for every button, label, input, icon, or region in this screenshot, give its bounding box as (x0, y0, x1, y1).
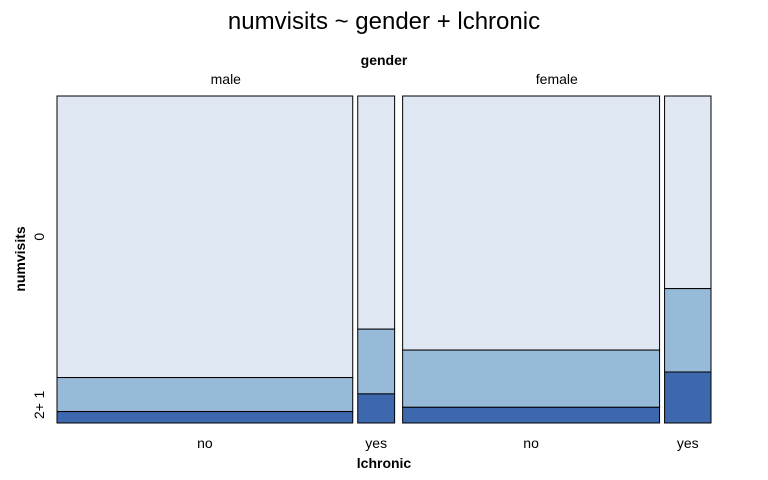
split-level-label-female-yes: yes (677, 435, 699, 451)
mosaic-tiles (56, 95, 712, 424)
tile-female-no-0 (402, 95, 661, 351)
tile-female-no-1 (402, 349, 661, 408)
row-variable-label: numvisits (12, 226, 28, 292)
tile-male-no-2plus (56, 411, 354, 424)
tile-male-yes-0 (357, 95, 396, 330)
tile-male-yes-1 (357, 328, 396, 395)
column-level-label-female: female (536, 71, 578, 87)
row-level-label-1: 1 (31, 390, 47, 398)
tile-female-no-2plus (402, 406, 661, 424)
chart-title: numvisits ~ gender + lchronic (228, 8, 540, 35)
tile-male-no-1 (56, 377, 354, 413)
split-level-label-male-yes: yes (365, 435, 387, 451)
mosaic-labels: no yes no yes male female 0 1 2+ (31, 71, 699, 451)
split-variable-label: lchronic (357, 455, 412, 471)
column-variable-label: gender (361, 52, 408, 68)
column-level-label-male: male (211, 71, 242, 87)
row-level-label-2plus: 2+ (31, 403, 47, 419)
tile-male-yes-2plus (357, 393, 396, 424)
tile-female-yes-1 (664, 288, 712, 373)
split-level-label-male-no: no (197, 435, 213, 451)
tile-female-yes-0 (664, 95, 712, 290)
row-level-label-0: 0 (31, 233, 47, 241)
split-level-label-female-no: no (523, 435, 539, 451)
tile-female-yes-2plus (664, 371, 712, 424)
tile-male-no-0 (56, 95, 354, 379)
